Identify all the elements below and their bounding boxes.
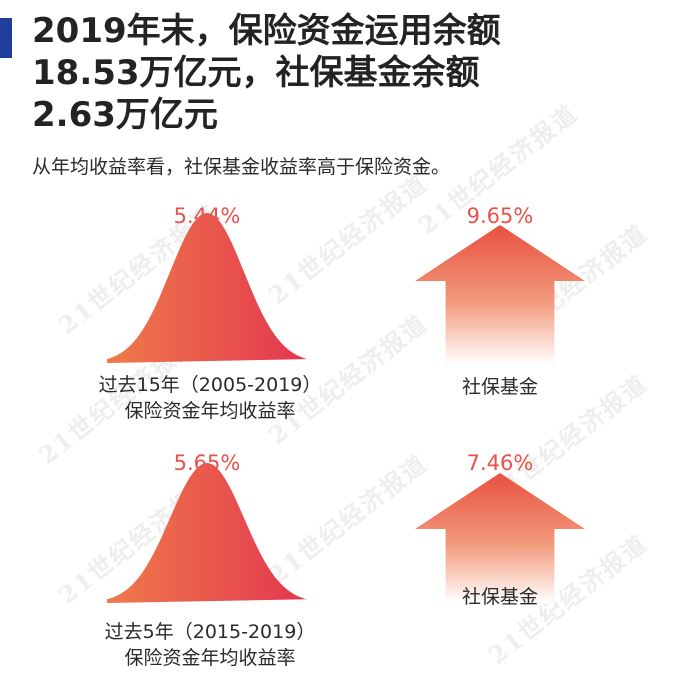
arrow-shape: [415, 473, 585, 603]
value-label-arrow-1: 9.65%: [466, 204, 534, 228]
bell-curve-shape: [107, 213, 307, 363]
value-label-arrow-2: 7.46%: [466, 451, 534, 475]
category-label-insurance-15y: 过去15年（2005-2019） 保险资金年均收益率: [70, 372, 350, 424]
arrow-mark-1: [415, 225, 585, 365]
headline-line-1: 2019年末，保险资金运用余额: [32, 11, 501, 51]
headline-line-3: 2.63万亿元: [32, 95, 218, 135]
subtitle: 从年均收益率看，社保基金收益率高于保险资金。: [32, 156, 451, 178]
bell-curve-mark-1: [107, 213, 307, 363]
category-label-social-security-1: 社保基金: [461, 376, 538, 398]
bell-curve-shape: [107, 463, 307, 603]
headline-line-2: 18.53万亿元，社保基金余额: [32, 53, 480, 93]
category-label-insurance-5y: 过去5年（2015-2019） 保险资金年均收益率: [70, 619, 350, 671]
label-line: 过去5年（2015-2019）: [104, 621, 316, 643]
category-label-social-security-2: 社保基金: [461, 586, 538, 608]
accent-bar: [0, 18, 12, 58]
label-line: 保险资金年均收益率: [124, 400, 296, 422]
label-line: 保险资金年均收益率: [124, 647, 296, 669]
label-line: 过去15年（2005-2019）: [98, 374, 322, 396]
arrow-mark-2: [415, 473, 585, 603]
headline: 2019年末，保险资金运用余额 18.53万亿元，社保基金余额 2.63万亿元: [32, 10, 652, 136]
arrow-shape: [415, 225, 585, 365]
bell-curve-mark-2: [107, 463, 307, 603]
